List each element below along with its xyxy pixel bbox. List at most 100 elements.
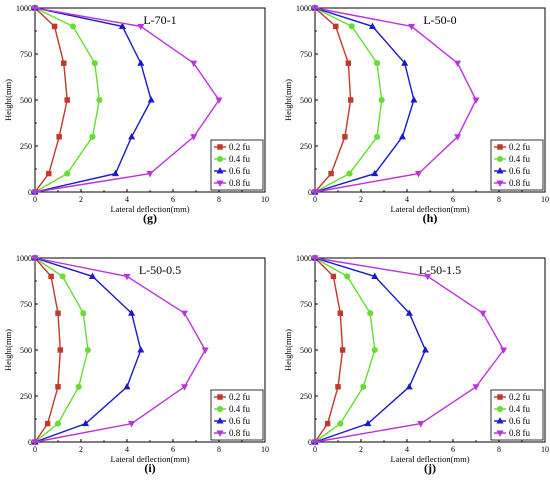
legend-label: 0.2 fu bbox=[229, 142, 250, 152]
chart-panel-3: 0 2 4 6 8 10 0 250 500 750 1000 Lateral deflection(… bbox=[3, 254, 269, 475]
data-point bbox=[215, 97, 223, 104]
data-point bbox=[56, 134, 62, 140]
data-point bbox=[324, 420, 331, 427]
chart-panel-4: 0 2 4 6 8 10 0 250 500 750 1000 Lateral deflection(… bbox=[283, 254, 549, 475]
data-point bbox=[146, 171, 154, 178]
data-point bbox=[342, 134, 348, 140]
x-tick-label: 6 bbox=[451, 195, 455, 204]
data-point bbox=[311, 255, 319, 262]
legend-marker bbox=[216, 430, 224, 437]
data-point bbox=[137, 23, 145, 31]
y-tick-label: 1000 bbox=[16, 254, 32, 263]
legend-label: 0.4 fu bbox=[509, 154, 530, 164]
data-point bbox=[51, 23, 58, 30]
data-point bbox=[31, 255, 39, 262]
data-point bbox=[128, 132, 136, 140]
y-tick-label: 0 bbox=[308, 188, 312, 197]
y-tick-label: 250 bbox=[300, 392, 312, 401]
y-tick-label: 500 bbox=[20, 346, 32, 355]
data-point bbox=[190, 60, 198, 68]
data-point bbox=[55, 384, 61, 390]
x-tick-label: 2 bbox=[359, 445, 363, 454]
legend-marker bbox=[216, 417, 224, 424]
y-tick-label: 250 bbox=[300, 142, 312, 151]
x-axis-label: Lateral deflection(mm) bbox=[390, 204, 469, 214]
data-point bbox=[201, 347, 209, 354]
series-0.8-fu bbox=[311, 255, 508, 446]
legend-label: 0.6 fu bbox=[229, 416, 250, 426]
data-point bbox=[75, 383, 82, 390]
data-point bbox=[123, 382, 131, 390]
legend-label: 0.6 fu bbox=[229, 166, 250, 176]
x-tick-label: 8 bbox=[497, 195, 501, 204]
data-point bbox=[57, 347, 64, 353]
legend-marker bbox=[497, 394, 503, 400]
x-tick-label: 2 bbox=[359, 195, 363, 204]
series-line bbox=[34, 7, 68, 193]
y-tick-label: 1000 bbox=[16, 4, 32, 13]
y-tick-label: 750 bbox=[300, 300, 312, 309]
x-tick-label: 8 bbox=[217, 445, 221, 454]
data-point bbox=[378, 96, 385, 104]
panel-caption: (h) bbox=[423, 211, 438, 225]
data-point bbox=[88, 272, 97, 279]
data-point bbox=[123, 273, 131, 281]
x-tick-label: 6 bbox=[171, 445, 175, 454]
series-line bbox=[314, 257, 427, 443]
series-0.6-fu bbox=[311, 4, 418, 195]
data-point bbox=[374, 60, 381, 67]
data-point bbox=[128, 309, 136, 316]
data-point bbox=[417, 421, 425, 428]
data-point bbox=[421, 346, 429, 353]
data-point bbox=[360, 383, 367, 390]
series-line bbox=[34, 7, 152, 193]
legend-label: 0.4 fu bbox=[229, 404, 250, 414]
y-tick-label: 1000 bbox=[296, 4, 312, 13]
legend: 0.2 fu 0.4 fu 0.6 fu 0.8 fu bbox=[210, 139, 264, 191]
series-0.8-fu bbox=[311, 5, 480, 196]
data-point bbox=[96, 96, 103, 104]
data-point bbox=[137, 59, 145, 66]
data-point bbox=[405, 309, 413, 316]
legend-marker bbox=[216, 180, 224, 187]
legend-label: 0.4 fu bbox=[229, 154, 250, 164]
data-point bbox=[44, 420, 51, 427]
series-line bbox=[34, 257, 62, 443]
x-tick-label: 2 bbox=[79, 195, 83, 204]
data-point bbox=[344, 273, 351, 280]
y-axis-label: Height(mm) bbox=[3, 329, 13, 371]
legend-marker bbox=[496, 417, 504, 424]
data-point bbox=[348, 23, 355, 30]
data-point bbox=[335, 384, 341, 390]
data-point bbox=[311, 189, 319, 196]
series-0.8-fu bbox=[31, 5, 223, 196]
legend-label: 0.2 fu bbox=[229, 392, 250, 402]
data-point bbox=[479, 310, 487, 318]
legend-marker bbox=[497, 144, 503, 150]
data-point bbox=[31, 189, 39, 196]
data-point bbox=[339, 347, 346, 353]
legend-marker bbox=[216, 155, 224, 163]
legend-label: 0.8 fu bbox=[509, 428, 530, 438]
data-point bbox=[328, 170, 334, 177]
y-tick-label: 0 bbox=[28, 438, 32, 447]
data-point bbox=[31, 5, 39, 12]
legend-marker bbox=[496, 167, 504, 174]
data-point bbox=[137, 346, 145, 353]
x-tick-label: 10 bbox=[541, 445, 549, 454]
series-0.8-fu bbox=[31, 255, 209, 446]
data-point bbox=[311, 439, 319, 446]
data-point bbox=[190, 134, 198, 141]
data-point bbox=[330, 273, 337, 280]
y-tick-label: 1000 bbox=[296, 254, 312, 263]
y-tick-label: 500 bbox=[20, 96, 32, 105]
data-point bbox=[410, 96, 418, 103]
y-tick-label: 500 bbox=[300, 346, 312, 355]
legend-marker bbox=[217, 394, 223, 400]
data-point bbox=[64, 97, 70, 103]
data-point bbox=[405, 382, 413, 390]
data-point bbox=[345, 60, 352, 66]
legend-marker bbox=[496, 405, 504, 413]
x-tick-label: 4 bbox=[405, 445, 409, 454]
